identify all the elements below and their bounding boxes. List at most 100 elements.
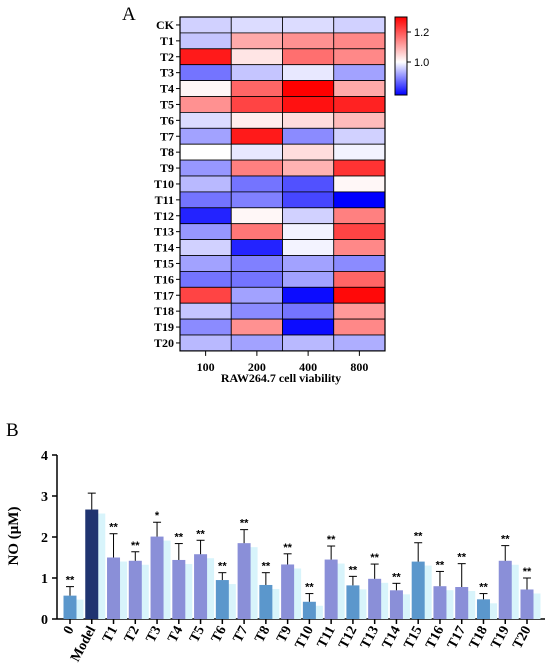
bar [498,560,512,619]
significance-marker: ** [414,531,423,543]
heatmap-cell [282,223,335,240]
heatmap-row-label: T7 [160,129,174,143]
heatmap-cell [333,270,386,288]
bar-shadow [401,594,410,619]
heatmap-column-label: 400 [299,360,317,374]
heatmap-cell [230,223,283,240]
bar [411,561,425,619]
heatmap-x-axis-title: RAW264.7 cell viability [221,371,341,385]
heatmap-cell [230,270,283,288]
heatmap-row-label: T11 [155,193,174,207]
heatmap-cell [333,64,386,81]
bar-category-label: T8 [252,624,273,645]
heatmap-cell [230,302,283,320]
heatmap-row-label: T15 [154,256,174,270]
bar-category-label: T2 [122,624,143,645]
heatmap-cell [179,286,232,304]
bar-category-label: T15 [402,624,426,652]
heatmap-cell [230,255,283,272]
significance-marker: ** [370,552,379,564]
heatmap-cell [230,64,283,81]
significance-marker: ** [349,564,358,576]
bar-shadow [271,588,280,619]
significance-marker: ** [436,559,445,571]
bar-category-label: T3 [144,624,165,645]
significance-marker: ** [392,571,401,583]
heatmap-cell [333,175,386,193]
heatmap-cell [179,175,232,193]
bar-shadow [119,561,128,619]
panel-label-a: A [122,4,136,25]
heatmap-cell [282,127,335,145]
heatmap-cell [282,239,335,256]
bar-category-label: T16 [423,624,447,652]
heatmap-row-label: T14 [154,241,174,255]
significance-marker: ** [283,542,292,554]
bar [389,590,403,619]
heatmap-row-label: T9 [160,161,174,175]
heatmap-cell [333,112,386,129]
bar-shadow [184,563,193,619]
heatmap-cell [333,207,386,225]
heatmap-column-label: 200 [248,360,266,374]
heatmap-cell [179,239,232,256]
heatmap-cell [179,32,232,50]
heatmap-cell [230,175,283,193]
significance-marker: ** [262,561,271,573]
significance-marker: ** [66,575,75,587]
heatmap-cell [230,96,283,113]
panel-label-b: B [6,420,19,441]
heatmap-column-label: 100 [197,360,215,374]
bar [433,586,447,619]
heatmap-cell [333,239,386,256]
bar-y-tick-label: 4 [41,449,48,464]
bar-shadow [249,547,258,619]
heatmap-row-label: CK [156,18,175,32]
heatmap-cell [333,96,386,113]
bar-shadow [162,540,171,619]
significance-marker: ** [501,534,510,546]
bar-category-label: T9 [274,624,295,645]
heatmap-cell [179,334,232,352]
bar-marks: ********* *******************************… [63,492,541,619]
heatmap-cell [333,48,386,66]
bar [324,559,338,619]
significance-marker: ** [131,540,140,552]
heatmap-row-label: T4 [160,82,174,96]
heatmap-cell [179,207,232,225]
heatmap-cell [282,96,335,113]
bar-shadow [467,591,476,619]
heatmap-cell [333,286,386,304]
bar-category-label: T18 [467,624,491,652]
bar-category-label: T4 [165,624,186,645]
bar [128,560,142,619]
bar [346,585,360,619]
heatmap-cell [333,255,386,272]
heatmap-cell [282,270,335,288]
heatmap-cell [333,223,386,240]
heatmap-cell [179,318,232,336]
bar-shadow [75,599,84,619]
bar [215,580,229,619]
bar-category-label: 0 [61,624,78,637]
bar-category-label: T7 [231,624,252,645]
heatmap-row-label: T20 [154,336,174,350]
heatmap-cell [179,16,232,34]
heatmap-row-label: T5 [160,97,174,111]
bar [172,559,186,619]
bar [150,536,164,619]
heatmap-cell [230,32,283,50]
bar-category-label: T10 [293,624,317,652]
heatmap-cell [179,223,232,240]
bar [281,564,295,619]
significance-marker: ** [457,552,466,564]
heatmap-cell [179,143,232,161]
heatmap-cell [333,80,386,97]
heatmap-column-label: 800 [350,360,368,374]
heatmap-row-label: T12 [154,209,174,223]
bar [476,599,490,619]
heatmap-cell [282,175,335,193]
heatmap-cell [282,191,335,209]
heatmap-cell [230,143,283,161]
